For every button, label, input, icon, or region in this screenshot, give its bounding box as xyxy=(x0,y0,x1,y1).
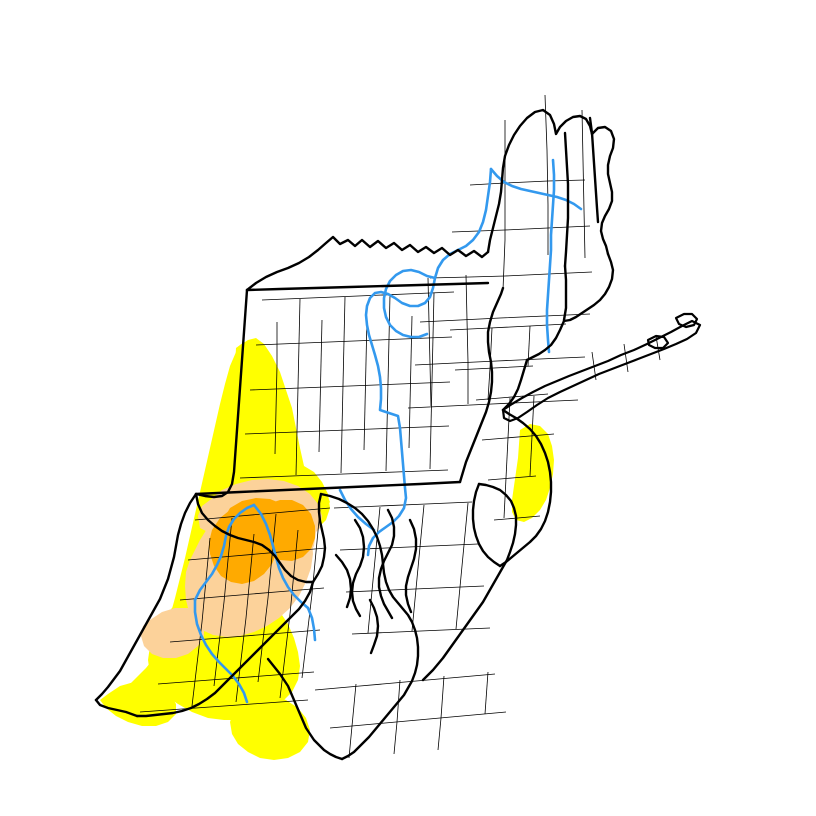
state-boundaries xyxy=(94,108,616,761)
coastline-detail xyxy=(501,312,702,423)
drought-layer-d2 xyxy=(209,498,315,584)
county-boundaries xyxy=(139,94,661,759)
